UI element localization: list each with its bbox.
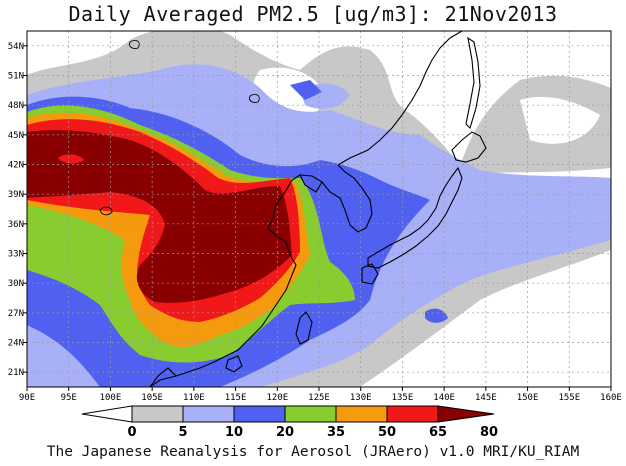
lat-tick-label: 30N — [8, 279, 24, 289]
colorbar-segment-3 — [233, 405, 286, 423]
colorbar-label: 5 — [178, 425, 187, 440]
coastline-russia — [337, 31, 463, 166]
lat-tick-label: 42N — [8, 161, 24, 171]
colorbar-label: 10 — [225, 425, 243, 440]
colorbar-label: 20 — [276, 425, 294, 440]
lon-tick-label: 160E — [600, 393, 622, 403]
pm25-band-80-plus — [27, 130, 292, 303]
coastlines — [149, 31, 487, 387]
lat-tick-label: 24N — [8, 339, 24, 349]
lon-tick-label: 110E — [183, 393, 205, 403]
colorbar-segment-4 — [284, 405, 337, 423]
pm25-band-65-80-pocket — [58, 154, 84, 164]
longitude-axis: 90E 95E 100E 105E 110E 115E 120E 125E 130E 135E 14… — [19, 387, 622, 403]
colorbar-segment-upper-extend — [437, 405, 495, 423]
colorbar-label: 50 — [378, 425, 396, 440]
lat-tick-label: 48N — [8, 101, 24, 111]
lon-tick-label: 90E — [19, 393, 35, 403]
coastline-sakhalin — [465, 36, 481, 130]
map-gridlines — [27, 31, 611, 387]
lon-tick-label: 155E — [558, 393, 580, 403]
coastline-japan-honshu — [367, 166, 463, 269]
lon-tick-label: 115E — [225, 393, 247, 403]
lon-tick-label: 95E — [61, 393, 77, 403]
lon-tick-label: 145E — [475, 393, 497, 403]
lat-tick-label: 51N — [8, 72, 24, 82]
colorbar-segment-2 — [182, 405, 235, 423]
colorbar-segment-5 — [335, 405, 388, 423]
lon-tick-label: 125E — [308, 393, 330, 403]
lon-tick-label: 105E — [141, 393, 163, 403]
latitude-axis: 21N 24N 27N 30N 33N 36N 39N 42N 45N 48N 51N 54N — [8, 42, 27, 378]
data-credit: The Japanese Reanalysis for Aerosol (JRA… — [46, 444, 580, 460]
lon-tick-label: 135E — [392, 393, 414, 403]
colorbar-segment-6 — [386, 405, 439, 423]
coastline-japan-hokkaido — [451, 131, 487, 163]
coastline-kyushu — [361, 263, 379, 285]
lon-tick-label: 130E — [350, 393, 372, 403]
pm25-field — [27, 31, 611, 387]
colorbar-label: 80 — [480, 425, 498, 440]
lon-tick-label: 150E — [517, 393, 539, 403]
lat-tick-label: 54N — [8, 42, 24, 52]
colorbar-segment-lower-extend — [81, 405, 133, 423]
lat-tick-label: 33N — [8, 250, 24, 260]
coastline-hainan — [225, 355, 243, 373]
map-title: Daily Averaged PM2.5 [ug/m3]: 21Nov2013 — [68, 2, 558, 26]
coastline-taiwan — [295, 311, 313, 345]
colorbar: 0 5 10 20 35 50 65 80 — [81, 405, 498, 440]
colorbar-label: 0 — [127, 425, 136, 440]
lon-tick-label: 120E — [266, 393, 288, 403]
lat-tick-label: 39N — [8, 190, 24, 200]
lat-tick-label: 21N — [8, 368, 24, 378]
colorbar-segment-1 — [131, 405, 184, 423]
coastline-bohai — [299, 174, 323, 193]
colorbar-label: 35 — [327, 425, 345, 440]
coastline-china — [149, 174, 301, 387]
coastline-vietnam — [149, 367, 177, 387]
colorbar-label: 65 — [429, 425, 447, 440]
lat-tick-label: 27N — [8, 309, 24, 319]
lat-tick-label: 45N — [8, 131, 24, 141]
lakes — [99, 39, 260, 216]
lon-tick-label: 140E — [433, 393, 455, 403]
lon-tick-label: 100E — [100, 393, 122, 403]
coastline-korea — [321, 164, 373, 233]
lat-tick-label: 36N — [8, 220, 24, 230]
